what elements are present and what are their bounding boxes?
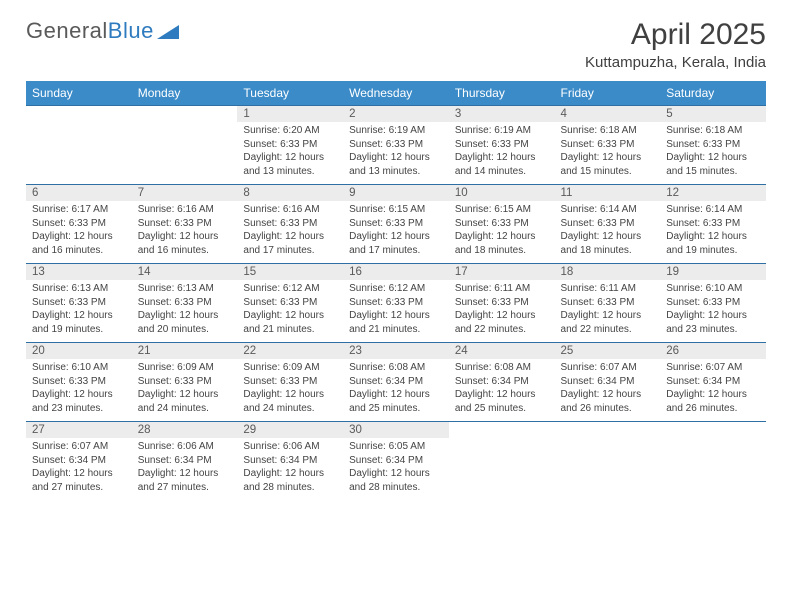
day-detail-cell: Sunrise: 6:06 AMSunset: 6:34 PMDaylight:… — [132, 438, 238, 500]
dow-sat: Saturday — [660, 81, 766, 106]
detail-row: Sunrise: 6:10 AMSunset: 6:33 PMDaylight:… — [26, 359, 766, 422]
day-number-cell: 17 — [449, 264, 555, 280]
day-number-cell: 7 — [132, 185, 238, 201]
day-number-cell: 12 — [660, 185, 766, 201]
day-number-cell: 4 — [555, 106, 661, 122]
detail-row: Sunrise: 6:13 AMSunset: 6:33 PMDaylight:… — [26, 280, 766, 343]
day-detail-cell: Sunrise: 6:19 AMSunset: 6:33 PMDaylight:… — [449, 122, 555, 185]
day-number-cell: 25 — [555, 343, 661, 359]
day-number-cell: 16 — [343, 264, 449, 280]
dow-mon: Monday — [132, 81, 238, 106]
detail-row: Sunrise: 6:07 AMSunset: 6:34 PMDaylight:… — [26, 438, 766, 500]
day-number-cell: 21 — [132, 343, 238, 359]
day-detail-cell: Sunrise: 6:14 AMSunset: 6:33 PMDaylight:… — [555, 201, 661, 264]
calendar-table: Sunday Monday Tuesday Wednesday Thursday… — [26, 81, 766, 500]
day-number-cell: 3 — [449, 106, 555, 122]
day-detail-cell: Sunrise: 6:13 AMSunset: 6:33 PMDaylight:… — [132, 280, 238, 343]
daynum-row: 6789101112 — [26, 185, 766, 201]
day-number-cell: 23 — [343, 343, 449, 359]
location-text: Kuttampuzha, Kerala, India — [585, 54, 766, 71]
day-detail-cell: Sunrise: 6:14 AMSunset: 6:33 PMDaylight:… — [660, 201, 766, 264]
day-number-cell: 20 — [26, 343, 132, 359]
day-number-cell — [660, 422, 766, 438]
day-detail-cell: Sunrise: 6:09 AMSunset: 6:33 PMDaylight:… — [237, 359, 343, 422]
dow-wed: Wednesday — [343, 81, 449, 106]
day-detail-cell: Sunrise: 6:07 AMSunset: 6:34 PMDaylight:… — [660, 359, 766, 422]
day-detail-cell — [26, 122, 132, 185]
day-number-cell — [449, 422, 555, 438]
dow-row: Sunday Monday Tuesday Wednesday Thursday… — [26, 81, 766, 106]
day-detail-cell: Sunrise: 6:12 AMSunset: 6:33 PMDaylight:… — [237, 280, 343, 343]
page: GeneralBlue April 2025 Kuttampuzha, Kera… — [0, 0, 792, 518]
day-detail-cell: Sunrise: 6:15 AMSunset: 6:33 PMDaylight:… — [449, 201, 555, 264]
day-detail-cell: Sunrise: 6:06 AMSunset: 6:34 PMDaylight:… — [237, 438, 343, 500]
detail-row: Sunrise: 6:20 AMSunset: 6:33 PMDaylight:… — [26, 122, 766, 185]
day-number-cell: 29 — [237, 422, 343, 438]
brand-triangle-icon — [157, 23, 179, 39]
day-number-cell: 19 — [660, 264, 766, 280]
day-number-cell: 18 — [555, 264, 661, 280]
title-block: April 2025 Kuttampuzha, Kerala, India — [585, 18, 766, 71]
day-detail-cell: Sunrise: 6:20 AMSunset: 6:33 PMDaylight:… — [237, 122, 343, 185]
dow-tue: Tuesday — [237, 81, 343, 106]
day-number-cell: 13 — [26, 264, 132, 280]
day-detail-cell: Sunrise: 6:10 AMSunset: 6:33 PMDaylight:… — [26, 359, 132, 422]
day-number-cell: 27 — [26, 422, 132, 438]
day-detail-cell — [660, 438, 766, 500]
day-number-cell — [555, 422, 661, 438]
day-number-cell — [132, 106, 238, 122]
day-number-cell: 2 — [343, 106, 449, 122]
day-number-cell: 24 — [449, 343, 555, 359]
day-number-cell: 22 — [237, 343, 343, 359]
day-number-cell: 28 — [132, 422, 238, 438]
day-detail-cell: Sunrise: 6:10 AMSunset: 6:33 PMDaylight:… — [660, 280, 766, 343]
day-number-cell: 10 — [449, 185, 555, 201]
day-detail-cell: Sunrise: 6:05 AMSunset: 6:34 PMDaylight:… — [343, 438, 449, 500]
dow-sun: Sunday — [26, 81, 132, 106]
dow-thu: Thursday — [449, 81, 555, 106]
day-detail-cell: Sunrise: 6:19 AMSunset: 6:33 PMDaylight:… — [343, 122, 449, 185]
day-number-cell — [26, 106, 132, 122]
day-number-cell: 8 — [237, 185, 343, 201]
day-detail-cell: Sunrise: 6:11 AMSunset: 6:33 PMDaylight:… — [555, 280, 661, 343]
day-detail-cell: Sunrise: 6:17 AMSunset: 6:33 PMDaylight:… — [26, 201, 132, 264]
month-title: April 2025 — [585, 18, 766, 52]
brand-part1: General — [26, 18, 108, 44]
day-number-cell: 11 — [555, 185, 661, 201]
day-detail-cell: Sunrise: 6:16 AMSunset: 6:33 PMDaylight:… — [237, 201, 343, 264]
day-detail-cell: Sunrise: 6:07 AMSunset: 6:34 PMDaylight:… — [555, 359, 661, 422]
dow-fri: Friday — [555, 81, 661, 106]
day-detail-cell: Sunrise: 6:08 AMSunset: 6:34 PMDaylight:… — [343, 359, 449, 422]
day-number-cell: 5 — [660, 106, 766, 122]
calendar-body: 12345Sunrise: 6:20 AMSunset: 6:33 PMDayl… — [26, 106, 766, 501]
day-detail-cell — [449, 438, 555, 500]
day-number-cell: 30 — [343, 422, 449, 438]
detail-row: Sunrise: 6:17 AMSunset: 6:33 PMDaylight:… — [26, 201, 766, 264]
day-detail-cell: Sunrise: 6:07 AMSunset: 6:34 PMDaylight:… — [26, 438, 132, 500]
day-number-cell: 15 — [237, 264, 343, 280]
day-detail-cell: Sunrise: 6:08 AMSunset: 6:34 PMDaylight:… — [449, 359, 555, 422]
brand-part2: Blue — [108, 18, 154, 44]
day-detail-cell: Sunrise: 6:16 AMSunset: 6:33 PMDaylight:… — [132, 201, 238, 264]
day-number-cell: 6 — [26, 185, 132, 201]
day-number-cell: 9 — [343, 185, 449, 201]
day-detail-cell: Sunrise: 6:18 AMSunset: 6:33 PMDaylight:… — [555, 122, 661, 185]
brand-logo: GeneralBlue — [26, 18, 179, 44]
day-number-cell: 26 — [660, 343, 766, 359]
day-detail-cell: Sunrise: 6:09 AMSunset: 6:33 PMDaylight:… — [132, 359, 238, 422]
day-detail-cell: Sunrise: 6:12 AMSunset: 6:33 PMDaylight:… — [343, 280, 449, 343]
day-detail-cell — [132, 122, 238, 185]
day-number-cell: 1 — [237, 106, 343, 122]
day-detail-cell: Sunrise: 6:13 AMSunset: 6:33 PMDaylight:… — [26, 280, 132, 343]
day-detail-cell: Sunrise: 6:18 AMSunset: 6:33 PMDaylight:… — [660, 122, 766, 185]
day-number-cell: 14 — [132, 264, 238, 280]
day-detail-cell — [555, 438, 661, 500]
day-detail-cell: Sunrise: 6:11 AMSunset: 6:33 PMDaylight:… — [449, 280, 555, 343]
daynum-row: 20212223242526 — [26, 343, 766, 359]
daynum-row: 12345 — [26, 106, 766, 122]
daynum-row: 27282930 — [26, 422, 766, 438]
header: GeneralBlue April 2025 Kuttampuzha, Kera… — [26, 18, 766, 71]
day-detail-cell: Sunrise: 6:15 AMSunset: 6:33 PMDaylight:… — [343, 201, 449, 264]
daynum-row: 13141516171819 — [26, 264, 766, 280]
